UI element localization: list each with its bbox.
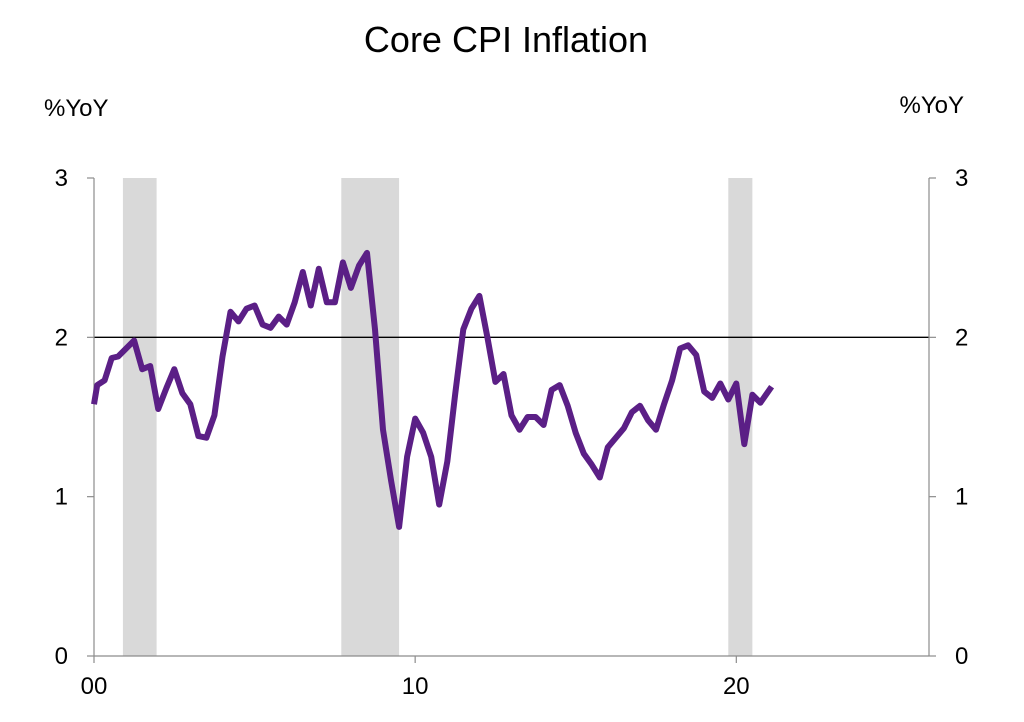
right-y-tick-label: 3 bbox=[955, 165, 968, 192]
x-tick-label: 10 bbox=[402, 673, 429, 700]
x-tick-label: 20 bbox=[723, 673, 750, 700]
shaded-period-1 bbox=[122, 178, 157, 656]
right-unit-label: %YoY bbox=[900, 92, 965, 119]
left-y-tick-label: 0 bbox=[55, 643, 68, 670]
left-unit-label: %YoY bbox=[44, 95, 109, 122]
x-tick-label: 00 bbox=[81, 673, 108, 700]
shaded-period-2 bbox=[341, 178, 400, 656]
right-y-tick-label: 1 bbox=[955, 484, 968, 511]
chart-title: Core CPI Inflation bbox=[364, 19, 648, 60]
right-y-tick-label: 2 bbox=[955, 324, 968, 351]
left-y-tick-label: 3 bbox=[55, 165, 68, 192]
tick-labels: 0 01 12 23 300 10 20 bbox=[55, 165, 969, 700]
series-layer bbox=[91, 249, 775, 530]
right-y-tick-label: 0 bbox=[955, 643, 968, 670]
series-line-core-cpi bbox=[91, 249, 775, 530]
left-y-tick-label: 2 bbox=[55, 324, 68, 351]
axes bbox=[87, 177, 936, 663]
left-y-tick-label: 1 bbox=[55, 484, 68, 511]
